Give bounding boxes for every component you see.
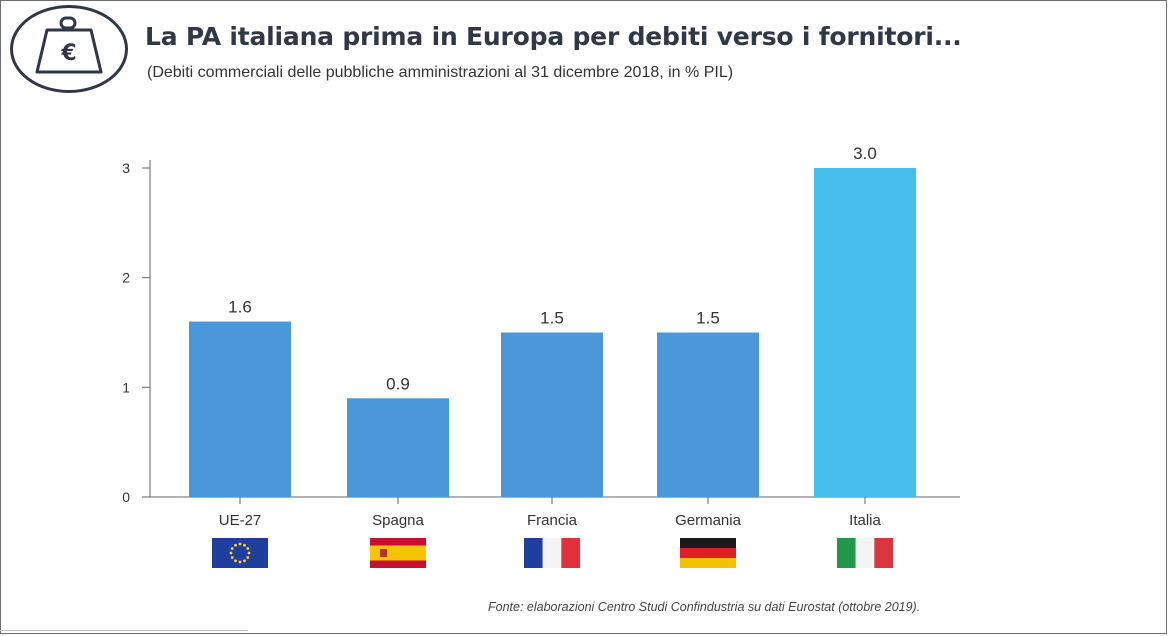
flag-field (212, 538, 268, 568)
x-tick-label: Germania (675, 512, 742, 529)
germany-flag-icon (680, 538, 736, 568)
flag-star (247, 551, 251, 555)
bar (501, 332, 603, 497)
y-tick-label: 0 (122, 489, 130, 505)
flag-star (234, 559, 237, 563)
chart-subtitle: (Debiti commerciali delle pubbliche ammi… (147, 64, 734, 81)
flag-star (243, 559, 246, 563)
bar (189, 321, 291, 497)
flag-stripe (874, 538, 893, 568)
flag-stripe (680, 538, 736, 548)
bar (347, 398, 449, 497)
flag-star (229, 551, 233, 555)
data-label: 1.5 (540, 309, 564, 328)
badge: € (10, 5, 128, 93)
data-label: 3.0 (853, 144, 877, 163)
flag-emblem (380, 549, 387, 557)
flag-stripe (855, 538, 875, 568)
divider (0, 630, 248, 634)
data-label: 1.6 (228, 298, 252, 317)
flag-stripe (680, 558, 736, 568)
flag-stripe (542, 538, 562, 568)
flag-stripe (680, 548, 736, 558)
euro-symbol: € (60, 41, 76, 66)
spain-flag-icon (370, 538, 426, 568)
flag-stripe (837, 538, 856, 568)
flag-stripe (561, 538, 580, 568)
flag-stripe (370, 545, 426, 561)
flag-stripe (524, 538, 543, 568)
italy-flag-icon (837, 538, 893, 568)
source-note: Fonte: elaborazioni Centro Studi Confind… (488, 600, 921, 614)
flag-star (238, 542, 242, 546)
france-flag-icon (524, 538, 580, 568)
y-tick-label: 1 (122, 379, 130, 395)
y-tick-label: 2 (122, 270, 130, 286)
data-label: 0.9 (386, 374, 410, 393)
flag-star (246, 556, 250, 559)
chart-title: La PA italiana prima in Europa per debit… (145, 22, 962, 51)
flag-star (238, 560, 242, 564)
eu-flag-icon (212, 538, 268, 568)
bar (657, 332, 759, 497)
x-tick-label: UE-27 (219, 512, 262, 529)
x-tick-label: Italia (849, 512, 881, 529)
flag-star (230, 556, 234, 559)
x-tick-label: Francia (527, 512, 578, 529)
flag-star (246, 547, 250, 550)
x-tick-label: Spagna (372, 512, 424, 529)
bar (814, 168, 916, 497)
weight-euro-icon: € (35, 16, 103, 74)
flag-star (243, 543, 246, 547)
data-label: 1.5 (696, 309, 720, 328)
flag-star (234, 543, 237, 547)
y-tick-label: 3 (122, 160, 130, 176)
flag-star (230, 547, 234, 550)
